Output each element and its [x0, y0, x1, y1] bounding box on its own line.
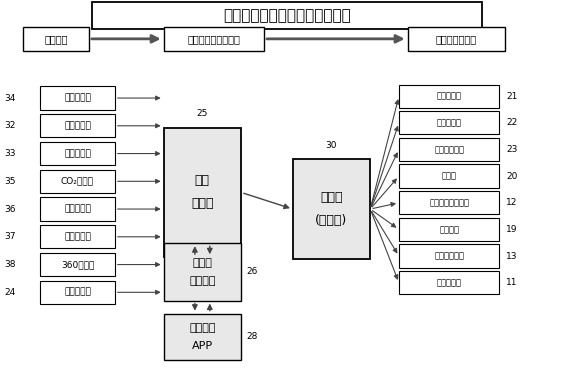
Text: 智能化庭院温室控制系统实现图: 智能化庭院温室控制系统实现图 — [223, 8, 351, 23]
Bar — [164, 27, 264, 51]
Text: 移动终端
APP: 移动终端 APP — [189, 323, 216, 351]
Text: 光照传感器: 光照传感器 — [64, 94, 91, 102]
Text: 34: 34 — [5, 94, 16, 102]
Bar — [40, 142, 115, 165]
Bar — [164, 128, 241, 257]
Bar — [399, 218, 499, 241]
Text: CO₂传感器: CO₂传感器 — [61, 177, 94, 186]
Text: 室外气象站: 室外气象站 — [64, 288, 91, 297]
Text: 26: 26 — [247, 268, 258, 276]
Text: 顶开窗: 顶开窗 — [441, 172, 457, 181]
Text: 28: 28 — [247, 332, 258, 341]
Text: 35: 35 — [5, 177, 16, 186]
Bar — [293, 159, 370, 259]
Bar — [408, 27, 505, 51]
Text: 电控柜
(接触器): 电控柜 (接触器) — [315, 191, 348, 227]
Bar — [399, 164, 499, 188]
Bar — [399, 138, 499, 161]
Text: 信息采集: 信息采集 — [44, 34, 68, 44]
Bar — [40, 169, 115, 193]
Text: 33: 33 — [5, 149, 16, 158]
Bar — [164, 314, 241, 360]
Text: 23: 23 — [506, 145, 518, 154]
Bar — [23, 27, 89, 51]
Bar — [40, 86, 115, 110]
Text: 360度球机: 360度球机 — [61, 260, 94, 269]
Text: 22: 22 — [506, 118, 518, 127]
Bar — [40, 225, 115, 249]
Text: 湿度传感器: 湿度传感器 — [64, 149, 91, 158]
Text: 喷淋系统: 喷淋系统 — [439, 225, 459, 234]
Text: 内遮阳系统: 内遮阳系统 — [437, 118, 461, 127]
Bar — [40, 253, 115, 276]
Text: 温室
控制器: 温室 控制器 — [191, 174, 214, 211]
Text: 25: 25 — [197, 110, 208, 118]
Bar — [399, 271, 499, 295]
Text: 电辐射加热机: 电辐射加热机 — [434, 252, 464, 260]
Bar — [399, 85, 499, 108]
Text: 指令接收实施端: 指令接收实施端 — [436, 34, 477, 44]
Text: 20: 20 — [506, 172, 518, 181]
Text: 24: 24 — [5, 288, 16, 297]
Text: 32: 32 — [5, 121, 16, 130]
Text: 30: 30 — [325, 141, 338, 150]
Bar — [40, 114, 115, 137]
Text: 温度传感器: 温度传感器 — [64, 121, 91, 130]
Text: 物联网
网站系统: 物联网 网站系统 — [189, 258, 216, 286]
Text: 21: 21 — [506, 92, 518, 101]
Bar — [399, 244, 499, 268]
Text: 13: 13 — [506, 252, 518, 260]
Bar — [399, 111, 499, 134]
Text: 土温传感器: 土温传感器 — [64, 205, 91, 213]
Text: 37: 37 — [5, 232, 16, 241]
Text: 土湿传感器: 土湿传感器 — [64, 232, 91, 241]
Text: 信息处理、发布指令: 信息处理、发布指令 — [187, 34, 241, 44]
Text: 36: 36 — [5, 205, 16, 213]
Text: 雾喷降温增湿系统: 雾喷降温增湿系统 — [429, 198, 469, 207]
Text: 11: 11 — [506, 278, 518, 287]
Bar — [92, 2, 482, 29]
Text: 外遮阳系统: 外遮阳系统 — [437, 92, 461, 101]
Bar — [40, 198, 115, 221]
Text: 19: 19 — [506, 225, 518, 234]
Bar — [40, 280, 115, 304]
Text: 照明、补光灯: 照明、补光灯 — [434, 145, 464, 154]
Text: 空气净化器: 空气净化器 — [437, 278, 461, 287]
Bar — [164, 243, 241, 300]
Text: 12: 12 — [506, 198, 518, 207]
Bar — [399, 191, 499, 214]
Text: 38: 38 — [5, 260, 16, 269]
